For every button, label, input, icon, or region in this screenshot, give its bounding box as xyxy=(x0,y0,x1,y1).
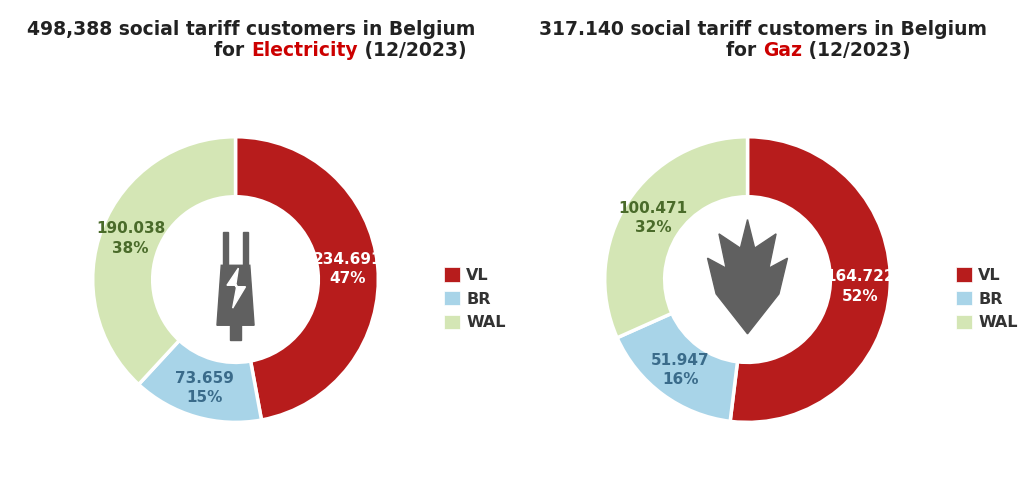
Text: Gaz: Gaz xyxy=(763,41,802,60)
Wedge shape xyxy=(617,313,737,421)
Text: for: for xyxy=(726,41,763,60)
Wedge shape xyxy=(236,137,378,420)
Wedge shape xyxy=(138,340,261,422)
Text: for: for xyxy=(214,41,251,60)
Text: 164.722
52%: 164.722 52% xyxy=(825,269,895,304)
Legend: VL, BR, WAL: VL, BR, WAL xyxy=(956,268,1018,330)
Text: Gaz: Gaz xyxy=(763,41,802,60)
Text: for Gaz: for Gaz xyxy=(763,41,839,60)
Polygon shape xyxy=(222,232,228,265)
Polygon shape xyxy=(217,265,254,325)
Text: 51.947
16%: 51.947 16% xyxy=(651,353,710,388)
Text: 498,388 social tariff customers in Belgium: 498,388 social tariff customers in Belgi… xyxy=(27,20,475,39)
Text: Electricity: Electricity xyxy=(251,41,357,60)
Polygon shape xyxy=(227,268,246,308)
Text: for: for xyxy=(214,41,251,60)
Wedge shape xyxy=(93,137,236,385)
Text: for: for xyxy=(726,41,763,60)
Polygon shape xyxy=(243,232,249,265)
Text: 73.659
15%: 73.659 15% xyxy=(175,371,233,405)
Text: 190.038
38%: 190.038 38% xyxy=(96,221,165,255)
Wedge shape xyxy=(605,137,748,338)
Text: (12/2023): (12/2023) xyxy=(802,41,910,60)
Text: 234.691
47%: 234.691 47% xyxy=(313,252,383,286)
Text: 100.471
32%: 100.471 32% xyxy=(618,201,687,235)
Legend: VL, BR, WAL: VL, BR, WAL xyxy=(444,268,506,330)
Polygon shape xyxy=(708,220,787,334)
Wedge shape xyxy=(730,137,890,422)
Text: 317.140 social tariff customers in Belgium: 317.140 social tariff customers in Belgi… xyxy=(539,20,987,39)
Text: Electricity: Electricity xyxy=(251,41,357,60)
Text: for Electricity: for Electricity xyxy=(251,41,394,60)
Polygon shape xyxy=(229,325,242,339)
Text: (12/2023): (12/2023) xyxy=(357,41,466,60)
